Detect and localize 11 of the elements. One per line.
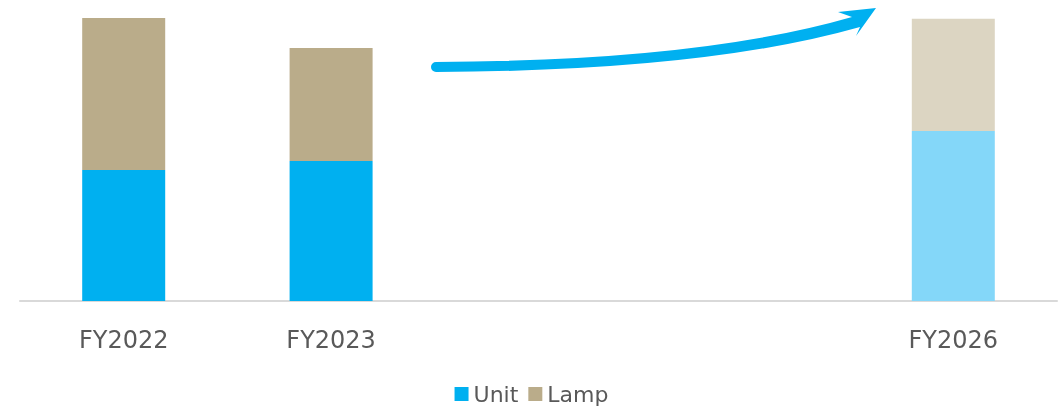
bar	[82, 169, 166, 301]
bar	[82, 18, 166, 170]
x-tick-label: FY2023	[286, 326, 376, 354]
bar	[289, 48, 373, 161]
bar	[911, 130, 995, 301]
legend-label: Unit	[473, 381, 519, 407]
x-tick-label: FY2026	[908, 326, 999, 354]
bar	[289, 160, 373, 301]
legend-label: Lamp	[547, 381, 609, 407]
x-tick-label: FY2022	[78, 326, 169, 354]
bar	[911, 18, 995, 131]
